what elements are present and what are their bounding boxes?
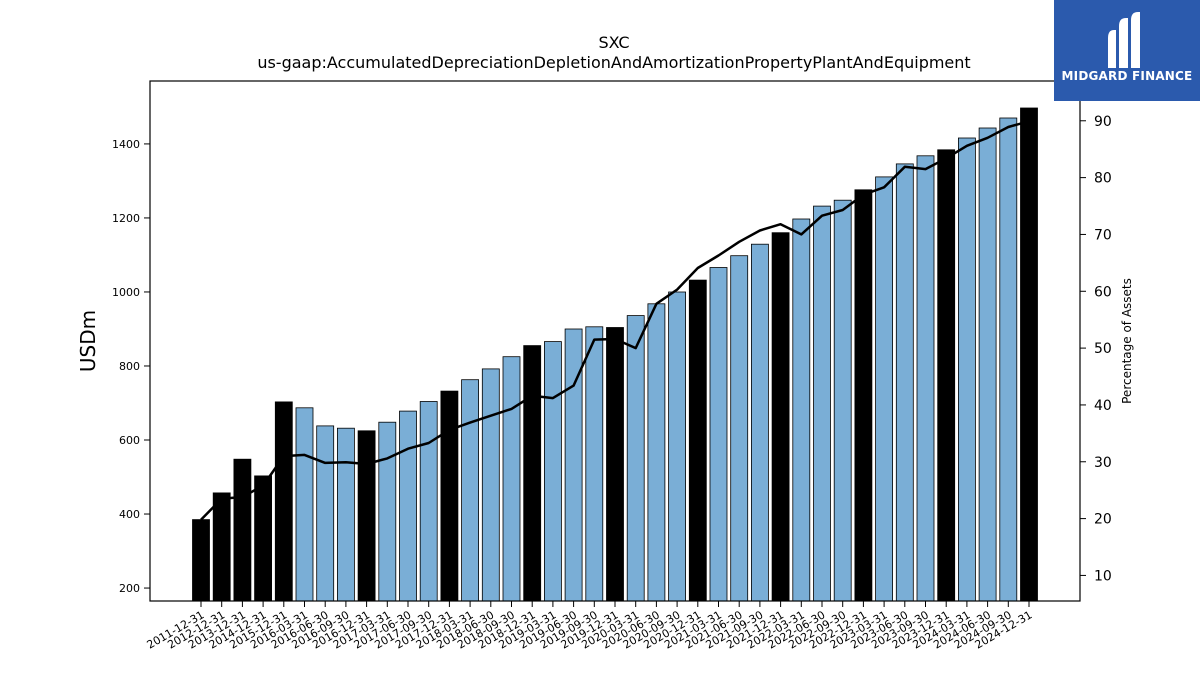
y2-tick-label: 60 [1094, 284, 1112, 300]
bar-group [192, 107, 1038, 602]
bar-2019-09-30 [585, 326, 604, 602]
bar-2018-06-30 [481, 368, 500, 602]
bar-2024-06-30 [978, 127, 997, 602]
brand-logo: MIDGARD FINANCE [1054, 0, 1200, 101]
bar-2023-12-31 [937, 149, 956, 602]
bar-2021-12-31 [771, 232, 790, 602]
bar-2021-06-30 [730, 255, 749, 602]
bar-2022-09-30 [833, 199, 852, 602]
line-layer [200, 120, 1030, 521]
chart-title: SXC [598, 33, 629, 52]
bar-2024-03-31 [958, 137, 976, 602]
brand-name: MIDGARD FINANCE [1061, 69, 1193, 83]
midgard-logo-icon [1108, 12, 1140, 68]
y-axis-right: 10 20 30 40 50 60 70 80 90 [1080, 114, 1112, 584]
bar-2012-12-31 [212, 492, 231, 602]
bar-2016-06-30 [316, 425, 335, 602]
bar-2018-03-31 [461, 379, 480, 602]
bar-2018-12-31 [523, 345, 542, 602]
chart-subtitle: us-gaap:AccumulatedDepreciationDepletion… [257, 53, 970, 72]
bar-2017-12-31 [440, 390, 459, 602]
bar-2022-03-31 [792, 218, 811, 602]
bar-2018-09-30 [502, 356, 521, 602]
bar-2022-06-30 [813, 205, 831, 602]
bar-2016-09-30 [336, 427, 355, 602]
y2-tick-label: 20 [1094, 512, 1112, 528]
y-axis-left: 200 400 600 800 1000 1200 1400 [112, 138, 150, 595]
y-tick-label: 1400 [112, 138, 140, 151]
bar-2020-06-30 [647, 303, 666, 602]
bar-2024-09-30 [999, 117, 1018, 602]
y-tick-label: 800 [119, 360, 140, 373]
y2-tick-label: 90 [1094, 114, 1112, 130]
y2-tick-label: 80 [1094, 171, 1112, 187]
y2-tick-label: 70 [1094, 227, 1112, 243]
y2-tick-label: 10 [1094, 568, 1112, 584]
bar-2023-09-30 [916, 155, 935, 602]
y-tick-label: 1200 [112, 212, 140, 225]
bar-2023-03-31 [875, 176, 893, 602]
bar-2020-12-31 [688, 279, 707, 602]
bar-2016-03-31 [295, 407, 314, 602]
y-axis-label: USDm [76, 310, 100, 372]
bar-2011-12-31 [192, 519, 210, 602]
bar-2017-03-31 [378, 421, 397, 602]
bar-2020-03-31 [626, 315, 645, 602]
percentage-line [200, 120, 1030, 521]
y-tick-label: 200 [119, 582, 140, 595]
bar-2017-06-30 [399, 410, 417, 602]
bar-2016-12-31 [357, 430, 376, 602]
y2-tick-label: 40 [1094, 398, 1112, 414]
y-tick-label: 600 [119, 434, 140, 447]
bar-2023-06-30 [895, 163, 914, 602]
y2-axis-label: Percentage of Assets [1120, 278, 1134, 404]
y2-tick-label: 50 [1094, 341, 1112, 357]
bar-2021-09-30 [751, 243, 769, 602]
bar-2021-03-31 [709, 267, 728, 602]
bar-2013-12-31 [233, 458, 252, 602]
bar-2014-12-31 [254, 475, 273, 602]
y2-tick-label: 30 [1094, 455, 1112, 471]
bar-2020-09-30 [668, 291, 686, 602]
bar-2024-12-31 [1020, 107, 1038, 602]
bar-2019-03-31 [544, 341, 562, 602]
x-axis: 2011-12-312012-12-312013-12-312014-12-31… [145, 601, 1035, 652]
bar-2022-12-31 [854, 189, 873, 602]
bar-2017-09-30 [419, 401, 438, 602]
y-tick-label: 400 [119, 508, 140, 521]
bar-2015-12-31 [274, 401, 293, 602]
y-tick-label: 1000 [112, 286, 140, 299]
bar-2019-12-31 [606, 327, 624, 602]
